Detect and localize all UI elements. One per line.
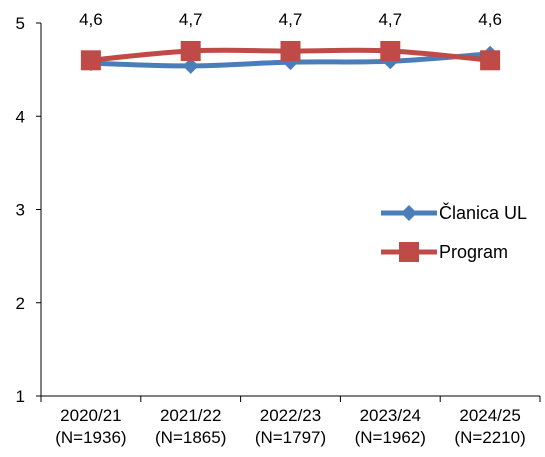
data-labels: 4,6 4,7 4,7 4,7 4,6 bbox=[79, 10, 502, 29]
y-axis-ticks: 1 2 3 4 5 bbox=[16, 14, 41, 406]
data-label: 4,6 bbox=[478, 10, 502, 29]
data-point bbox=[380, 40, 401, 61]
legend-item: Program bbox=[381, 242, 508, 262]
x-category-label: (N=1865) bbox=[155, 428, 226, 447]
legend-swatch-marker bbox=[399, 242, 419, 262]
data-label: 4,7 bbox=[179, 10, 203, 29]
y-tick-label: 3 bbox=[16, 201, 25, 220]
x-category-label: 2024/25 bbox=[459, 406, 520, 425]
x-category-label: (N=2210) bbox=[454, 428, 525, 447]
x-category-label: 2022/23 bbox=[260, 406, 321, 425]
legend-item: Članica UL bbox=[381, 202, 527, 223]
y-tick-label: 5 bbox=[16, 14, 25, 33]
x-category-label: 2023/24 bbox=[360, 406, 421, 425]
y-tick-label: 4 bbox=[16, 107, 25, 126]
series-layer bbox=[80, 40, 501, 74]
x-category-label: (N=1797) bbox=[255, 428, 326, 447]
data-point bbox=[182, 57, 199, 74]
x-category-label: (N=1936) bbox=[55, 428, 126, 447]
data-label: 4,7 bbox=[378, 10, 402, 29]
data-point bbox=[80, 50, 101, 71]
x-category-label: 2021/22 bbox=[160, 406, 221, 425]
x-category-label: (N=1962) bbox=[355, 428, 426, 447]
x-axis-ticks: 2020/21 (N=1936) 2021/22 (N=1865) 2022/23 (N=… bbox=[40, 396, 541, 447]
legend-swatch-marker bbox=[401, 205, 417, 221]
y-tick-label: 1 bbox=[16, 387, 25, 406]
legend-label: Program bbox=[439, 242, 508, 262]
series-2 bbox=[80, 40, 501, 71]
legend: Članica UL Program bbox=[381, 202, 527, 262]
data-point bbox=[280, 40, 301, 61]
data-label: 4,6 bbox=[79, 10, 103, 29]
data-label: 4,7 bbox=[279, 10, 303, 29]
y-tick-label: 2 bbox=[16, 294, 25, 313]
data-point bbox=[480, 50, 501, 71]
data-point bbox=[180, 40, 201, 61]
legend-label: Članica UL bbox=[439, 202, 527, 223]
x-category-label: 2020/21 bbox=[60, 406, 121, 425]
